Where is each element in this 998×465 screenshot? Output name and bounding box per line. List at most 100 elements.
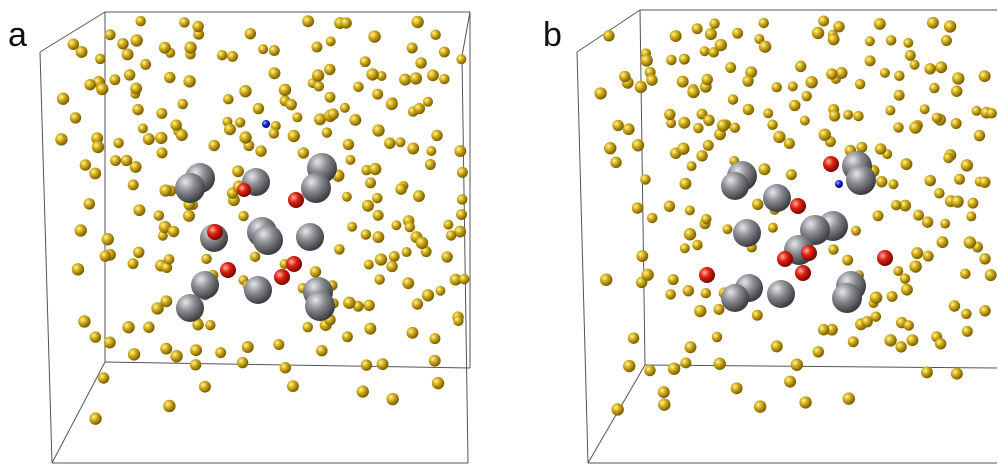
gold-atom [242,341,254,353]
gold-atom [205,320,215,330]
gold-atom [402,247,412,257]
gold-atom [183,210,195,222]
gold-atom [920,104,930,114]
gold-atom [258,44,268,54]
gold-atom [373,210,384,221]
gold-atom [911,247,923,259]
gold-atom [135,16,145,26]
red-atom [801,245,817,261]
gold-atom [159,184,171,196]
gold-atom [679,54,690,65]
gold-atom [901,284,913,296]
gold-atom [413,190,425,202]
gold-atom [888,179,898,189]
gold-atom [457,167,468,178]
gold-atom [232,165,244,177]
gold-atom [453,316,463,326]
gold-atom [964,236,976,248]
red-atom [220,262,236,278]
gold-atom [89,412,101,424]
gold-atom [904,320,914,330]
gold-atom [692,240,702,250]
gold-atom [395,137,405,147]
gold-atom [412,298,423,309]
gold-atom [905,50,916,61]
gold-atom [936,236,948,248]
gold-atom [140,59,151,70]
gold-atom [658,398,670,410]
gold-atom [828,244,838,254]
gold-atom [646,74,657,85]
gold-atom [801,91,811,101]
gold-atom [906,334,918,346]
gold-atom [422,289,434,301]
gold-atom [429,355,441,367]
gold-atom [894,70,904,80]
gold-atom [874,18,886,30]
gold-atom [935,61,947,73]
blue-atom [262,120,270,128]
gold-atom [366,68,378,80]
gold-atom [813,346,824,357]
gold-atom [788,81,798,91]
gold-atom [292,112,302,122]
gold-atom [286,99,297,110]
cell-box [577,10,997,463]
gold-atom [848,336,859,347]
gray-atom [191,271,219,299]
gold-atom [164,72,175,83]
gold-atom [789,100,800,111]
gold-atom [632,139,644,151]
gold-atom [217,50,227,60]
gold-atom [951,368,963,380]
gold-atom [343,139,354,150]
gold-atom [391,220,401,230]
gold-atom [742,75,753,86]
gold-atom [952,72,964,84]
gold-atom [327,108,338,119]
gold-atom [773,131,785,143]
gold-atom [985,269,997,281]
gold-atom [190,344,202,356]
gold-atom [374,274,384,284]
figure: a b [0,0,998,465]
gold-atom [208,140,219,151]
gold-atom [784,376,796,388]
gold-atom [725,62,736,73]
gold-atom [594,87,606,99]
gold-atom [176,129,188,141]
gold-atom [668,363,680,375]
gold-atom [895,341,906,352]
gold-atom [128,179,139,190]
gold-atom [961,309,971,319]
red-atom [877,250,893,266]
gold-atom [133,204,145,216]
gold-atom [610,157,621,168]
gold-atom [612,120,623,131]
gold-atom [685,341,697,353]
gold-atom [325,92,336,103]
gold-atom [871,311,881,321]
gold-atom [632,202,643,213]
gold-atom [818,324,829,335]
gray-atom [721,172,749,200]
gray-atom [763,184,791,212]
gold-atom [636,250,648,262]
panel-a: a [8,12,470,463]
gold-atom [399,74,411,86]
gold-atom [227,51,238,62]
gold-atom [678,117,690,129]
gold-atom [635,81,647,93]
gold-atom [692,23,703,34]
gold-atom [640,174,650,184]
gold-atom [600,274,612,286]
gold-atom [664,109,675,120]
gold-atom [122,49,134,61]
gold-atom [75,224,87,236]
gray-atom [832,283,862,313]
gold-atom [151,302,163,314]
gold-atom [693,123,703,133]
gold-atom [364,323,376,335]
gold-atom [156,108,167,119]
gold-atom [269,67,281,79]
